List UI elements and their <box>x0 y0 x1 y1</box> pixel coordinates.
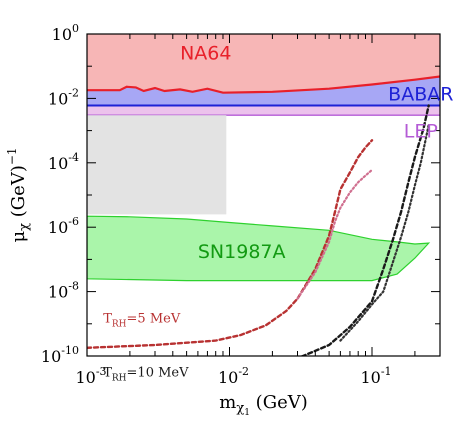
x-tick-label: 10-3 <box>75 365 106 387</box>
x-axis-title-text: mχ1 (GeV) <box>219 392 308 418</box>
y-tick-label: 100 <box>52 22 79 44</box>
y-tick-label: 10-4 <box>48 151 79 173</box>
babar-label: BABAR <box>388 84 453 106</box>
y-tick-label: 10-10 <box>41 344 79 366</box>
excluded-regions <box>87 34 440 282</box>
sn1987a-region <box>87 215 431 282</box>
relic-curves <box>87 104 430 356</box>
y-tick-label: 10-6 <box>48 215 79 237</box>
annotation-trh-5-mev: TRH=5 MeV <box>103 311 181 329</box>
grey-excluded-box <box>87 115 227 215</box>
x-tick-label: 10-2 <box>218 365 249 387</box>
annotation-trh-10-mev: TRH=10 MeV <box>103 366 189 384</box>
curve-extra-1 <box>296 168 374 300</box>
lep-label: LEP <box>404 120 438 142</box>
na64-label: NA64 <box>180 43 231 65</box>
axis-ticks: 10-3 10-2 10-1 100 10-2 10-4 10-6 10-8 10-10 <box>41 22 440 387</box>
region-labels: NA64 BABAR LEP SN1987A <box>180 43 453 263</box>
y-tick-label: 10-2 <box>48 86 79 108</box>
curve-t-rh-5-mev <box>87 139 374 349</box>
curve-annotations: TRH=5 MeV TRH=10 MeV <box>103 311 189 383</box>
y-axis-title-text: μχ (GeV)−1 <box>5 147 32 242</box>
na64-region <box>87 34 440 93</box>
sn1987a-label: SN1987A <box>198 241 286 263</box>
y-axis-title: μχ (GeV)−1 <box>5 147 32 242</box>
x-tick-label: 10-1 <box>360 365 391 387</box>
curve-t-rh-10-mev <box>299 104 430 356</box>
curve-extra-3 <box>339 123 430 342</box>
y-tick-label: 10-8 <box>48 280 79 302</box>
x-axis-title: mχ1 (GeV) <box>219 392 308 418</box>
na64-boundary-line <box>87 75 440 94</box>
